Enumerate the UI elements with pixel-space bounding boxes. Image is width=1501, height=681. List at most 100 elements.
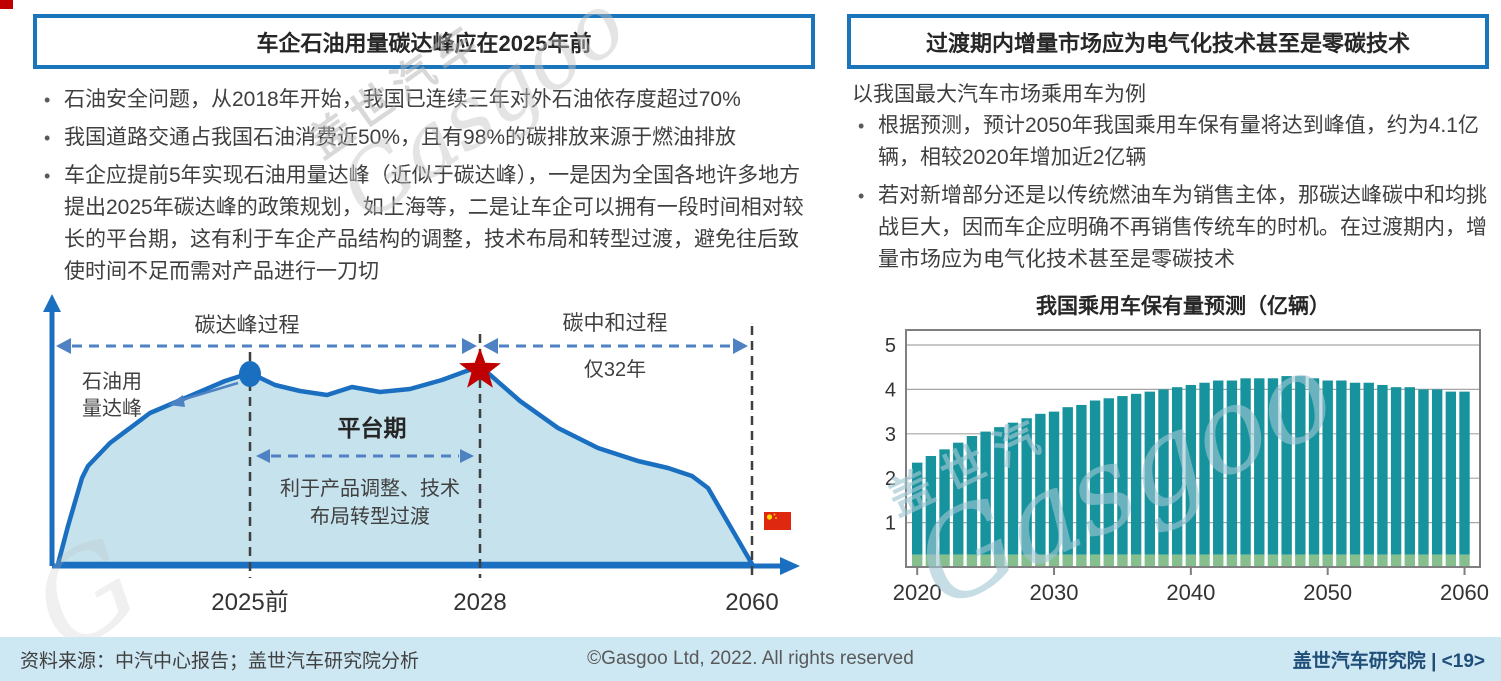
right-intro-text: 以我国最大汽车市场乘用车为例: [852, 83, 1146, 106]
x-axis-label: 2028: [453, 589, 506, 616]
bar-segment-green: [1240, 554, 1251, 567]
pv-parc-bar-chart: 1 2 3 4 5 2020 2030 2040 2050 2060: [885, 329, 1489, 605]
bar-segment-teal: [925, 456, 937, 555]
right-panel-title-text: 过渡期内增量市场应为电气化技术甚至是零碳技术: [925, 30, 1410, 56]
arrow-right-icon: [462, 338, 477, 354]
bar-segment-teal: [912, 462, 923, 555]
bar-segment-green: [1048, 554, 1060, 567]
chart-bars: [912, 376, 1470, 567]
bar-segment-green: [1281, 554, 1292, 567]
bar-segment-teal: [1267, 378, 1279, 555]
bar-segment-green: [994, 554, 1005, 567]
arrow-left-icon: [256, 449, 270, 463]
x-axis-label: 2025前: [211, 589, 288, 616]
left-panel-title-text: 车企石油用量碳达峰应在2025年前: [256, 30, 592, 56]
bullet-item: 根据预测，预计2050年我国乘用车保有量将达到峰值，约为4.1亿辆，相较2020…: [852, 110, 1496, 174]
label-neutral-process: 碳中和过程: [563, 312, 668, 335]
arrow-right-icon: [460, 449, 474, 463]
bar-segment-green: [1418, 554, 1429, 567]
y-tick-label: 1: [885, 513, 896, 535]
bar-segment-green: [925, 554, 937, 567]
left-panel-title: 车企石油用量碳达峰应在2025年前: [33, 14, 815, 69]
label-only-32-years: 仅32年: [584, 358, 646, 381]
bar-segment-green: [1035, 554, 1046, 567]
x-tick-label: 2040: [1166, 580, 1215, 605]
label-oil-peak-2: 量达峰: [82, 397, 142, 420]
bar-segment-teal: [980, 431, 991, 555]
right-bullet-list: 根据预测，预计2050年我国乘用车保有量将达到峰值，约为4.1亿辆，相较2020…: [852, 110, 1496, 282]
bar-segment-teal: [1240, 378, 1251, 555]
bullet-item: 车企应提前5年实现石油用量达峰（近似于碳达峰），一是因为全国各地许多地方提出20…: [38, 160, 810, 288]
bar-segment-green: [1363, 554, 1374, 567]
slide-corner-accent: [0, 0, 13, 9]
arrow-tip-icon: [168, 395, 185, 407]
y-axis-arrow-icon: [43, 294, 61, 312]
x-axis-labels: 2020 2030 2040 2050 2060: [893, 567, 1489, 605]
bar-segment-green: [1185, 554, 1197, 567]
y-tick-label: 4: [885, 379, 896, 401]
bar-segment-teal: [1404, 387, 1415, 555]
bar-segment-green: [912, 554, 923, 567]
bar-segment-teal: [1021, 418, 1032, 555]
y-tick-label: 2: [885, 468, 896, 490]
bar-segment-green: [1336, 554, 1347, 567]
bar-segment-green: [939, 554, 950, 567]
arrow-right-icon: [733, 338, 748, 354]
bar-segment-green: [1171, 554, 1183, 567]
bar-segment-teal: [1295, 376, 1306, 555]
bar-segment-teal: [1349, 382, 1361, 555]
x-tick-label: 2030: [1030, 580, 1079, 605]
bar-segment-teal: [1431, 389, 1443, 555]
y-tick-label: 3: [885, 424, 896, 446]
star-icon: [459, 348, 501, 388]
bar-segment-green: [1459, 554, 1470, 567]
label-peak-process: 碳达峰过程: [195, 314, 300, 337]
bar-segment-green: [1349, 554, 1361, 567]
bar-segment-green: [1076, 554, 1087, 567]
bar-segment-teal: [1076, 404, 1087, 555]
bar-segment-teal: [1007, 422, 1019, 555]
bar-segment-green: [1404, 554, 1415, 567]
bar-segment-teal: [1418, 389, 1429, 555]
bar-segment-teal: [1035, 413, 1046, 555]
label-plateau-note-2: 布局转型过渡: [310, 505, 430, 528]
bar-segment-teal: [1089, 400, 1101, 555]
x-axis-labels: 2025前 2028 2060: [211, 589, 778, 616]
bar-segment-teal: [1390, 387, 1402, 555]
bar-segment-green: [1117, 554, 1128, 567]
bar-segment-teal: [1336, 380, 1347, 555]
bar-segment-green: [1021, 554, 1032, 567]
label-plateau: 平台期: [338, 415, 407, 441]
label-oil-peak-1: 石油用: [82, 370, 142, 393]
bar-chart-title: 我国乘用车保有量预测（亿辆）: [1036, 295, 1330, 318]
bar-segment-teal: [1117, 396, 1128, 555]
bar-segment-green: [1431, 554, 1443, 567]
footer-source: 资料来源：中汽中心报告；盖世汽车研究院分析: [20, 650, 420, 672]
bar-segment-green: [1295, 554, 1306, 567]
bar-segment-teal: [966, 436, 978, 555]
oil-usage-area: [55, 363, 755, 567]
bar-segment-green: [1089, 554, 1101, 567]
bar-segment-teal: [1226, 380, 1238, 555]
bar-segment-teal: [1199, 382, 1210, 555]
bar-segment-teal: [1445, 391, 1457, 555]
x-tick-label: 2060: [1440, 580, 1489, 605]
bar-segment-green: [1213, 554, 1224, 567]
x-tick-label: 2050: [1303, 580, 1352, 605]
x-axis-label: 2060: [725, 589, 778, 616]
bar-segment-teal: [994, 427, 1005, 555]
bar-segment-green: [1062, 554, 1073, 567]
bar-segment-teal: [1459, 391, 1470, 555]
bar-segment-green: [1445, 554, 1457, 567]
bar-segment-teal: [1103, 398, 1114, 555]
bar-segment-green: [1226, 554, 1238, 567]
bullet-item: 石油安全问题，从2018年开始，我国已连续三年对外石油依存度超过70%: [38, 84, 810, 116]
footer-page-number: 盖世汽车研究院 | <19>: [1292, 650, 1485, 672]
bar-segment-teal: [953, 442, 964, 555]
bar-segment-green: [1130, 554, 1142, 567]
bar-segment-green: [1322, 554, 1333, 567]
y-axis-labels: 1 2 3 4 5: [885, 335, 896, 535]
bullet-item: 若对新增部分还是以传统燃油车为销售主体，那碳达峰碳中和均挑战巨大，因而车企应明确…: [852, 180, 1496, 276]
bar-segment-teal: [1322, 380, 1333, 555]
